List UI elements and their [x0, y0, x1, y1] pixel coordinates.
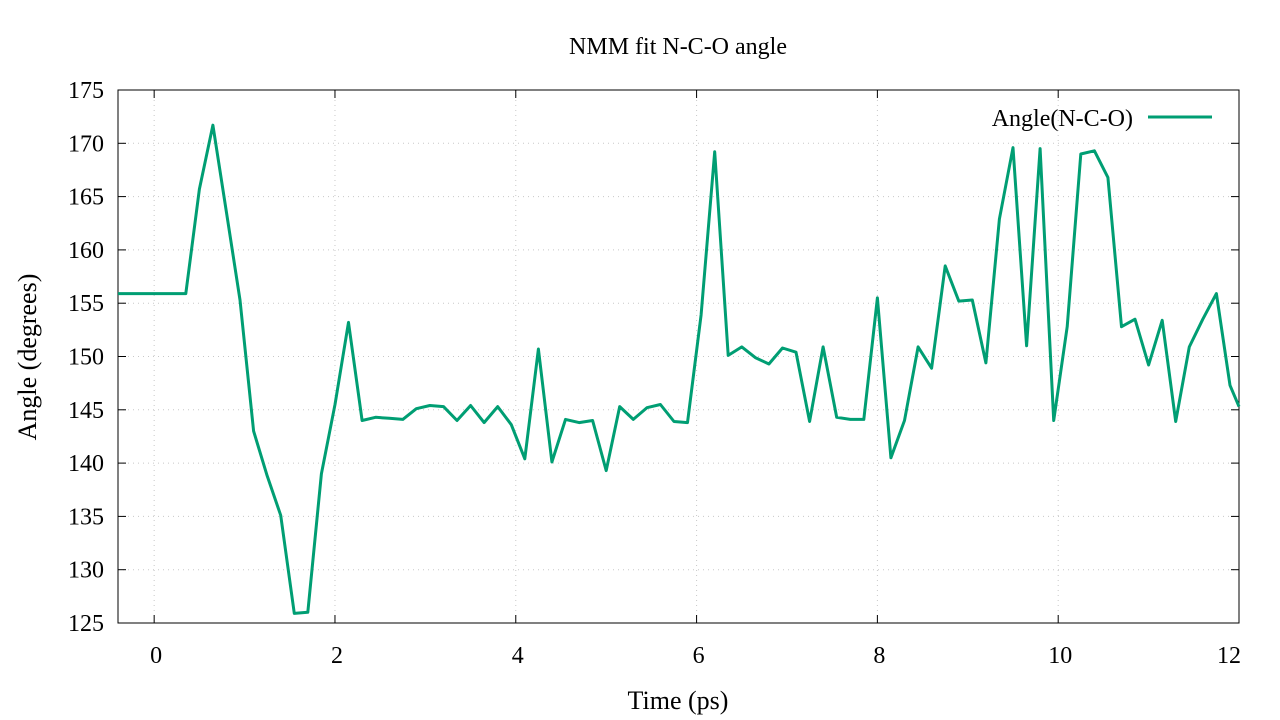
- x-tick-label: 8: [873, 643, 885, 669]
- y-tick-label: 145: [68, 398, 104, 424]
- series-line-angle: [118, 123, 1241, 615]
- y-tick-label: 165: [68, 185, 104, 211]
- x-tick-label: 4: [512, 643, 524, 669]
- x-tick-label: 6: [693, 643, 705, 669]
- y-tick-label: 150: [68, 345, 104, 371]
- y-tick-label: 130: [68, 558, 104, 584]
- y-tick-label: 125: [68, 611, 104, 637]
- grid: [118, 90, 1239, 623]
- y-tick-label: 175: [68, 78, 104, 104]
- x-tick-label: 10: [1048, 643, 1072, 669]
- x-tick-label: 2: [331, 643, 343, 669]
- y-tick-label: 155: [68, 291, 104, 317]
- y-tick-label: 135: [68, 504, 104, 530]
- y-tick-label: 160: [68, 238, 104, 264]
- x-tick-label: 12: [1217, 643, 1241, 669]
- y-tick-label: 170: [68, 131, 104, 157]
- x-axis-label: Time (ps): [628, 686, 729, 715]
- x-tick-label: 0: [150, 643, 162, 669]
- legend: Angle(N-C-O): [992, 106, 1212, 132]
- legend-label: Angle(N-C-O): [992, 106, 1133, 132]
- chart-title: NMM fit N-C-O angle: [569, 34, 787, 60]
- y-axis-label: Angle (degrees): [13, 274, 42, 441]
- axis-ticks: 125 130 135 140 145 150 155 160 165 170 175 0 2 4 6 8 10…: [68, 78, 1241, 669]
- y-tick-label: 140: [68, 451, 104, 477]
